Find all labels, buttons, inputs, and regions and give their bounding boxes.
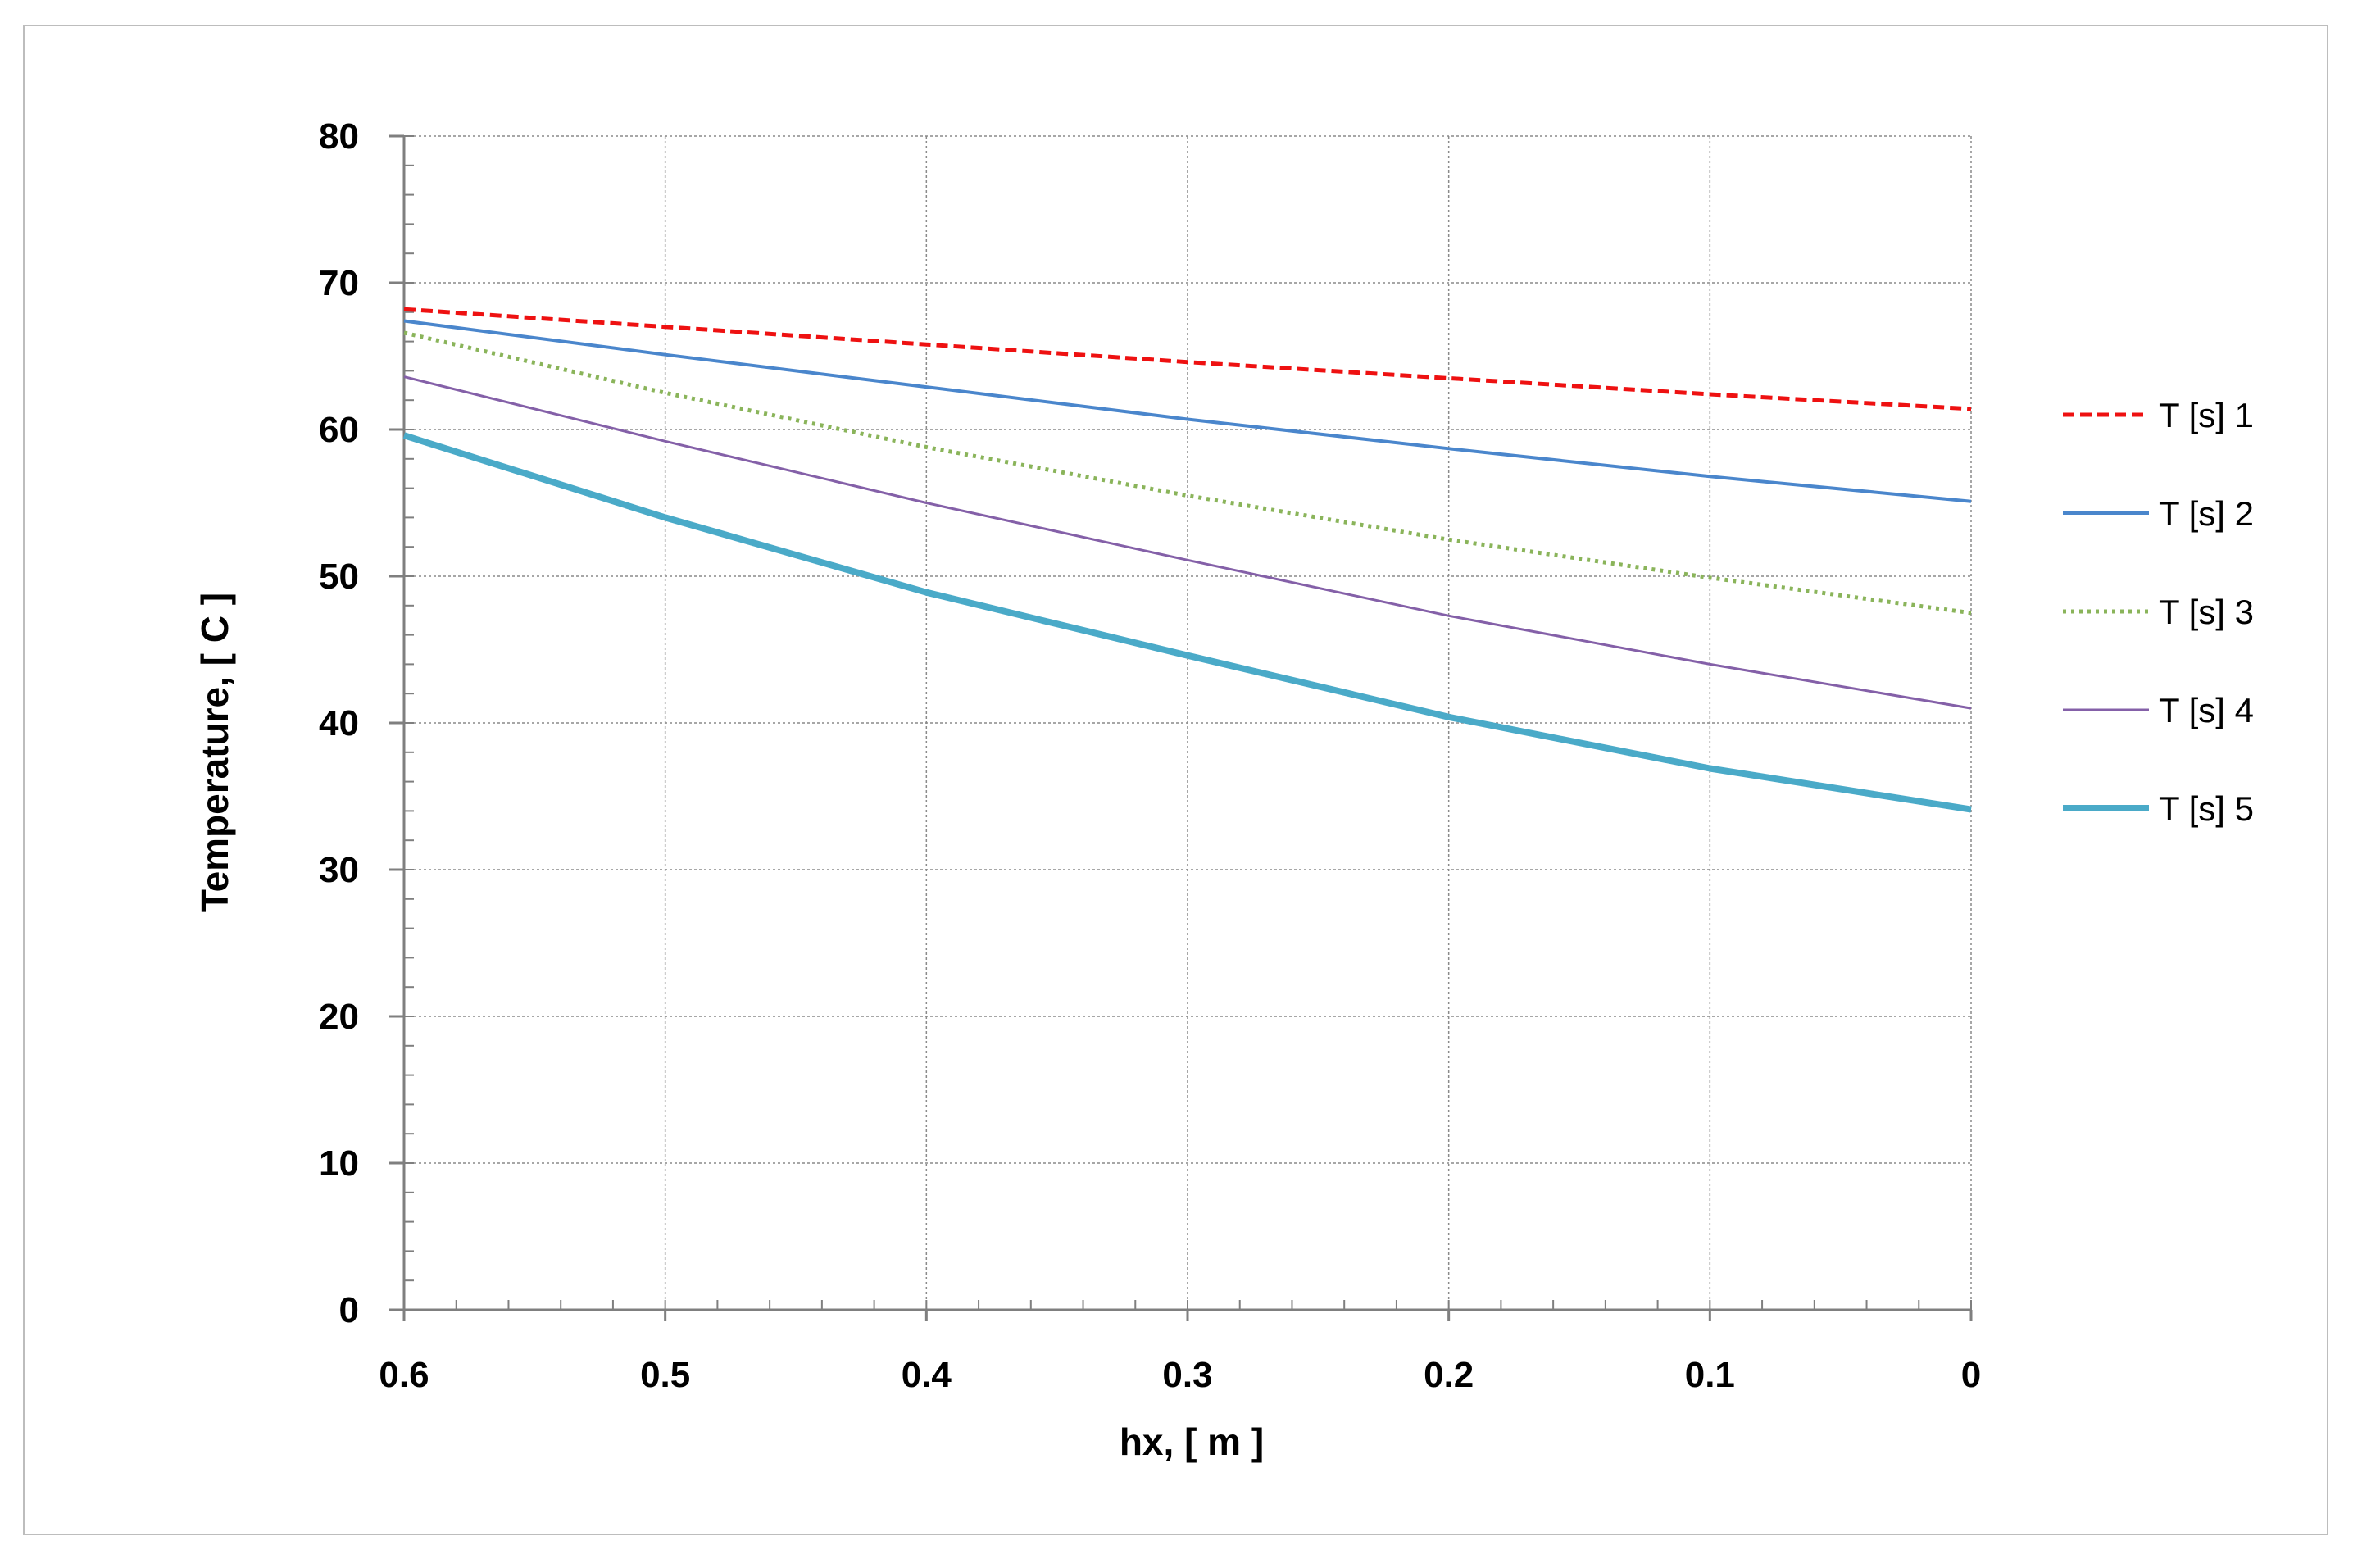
data-point-s3 — [665, 392, 666, 393]
grid-layer — [404, 135, 1972, 1310]
y-tick-label: 60 — [319, 410, 359, 450]
legend-label-4: T [s] 4 — [2159, 691, 2254, 729]
y-tick-label: 30 — [319, 850, 359, 890]
x-axis-title: hx, [ m ] — [1120, 1420, 1264, 1463]
data-point-s1 — [925, 343, 927, 345]
y-tick-label: 10 — [319, 1143, 359, 1184]
series-line-1 — [403, 307, 1972, 411]
data-point-s1 — [1709, 393, 1710, 395]
labels-layer: 0 10 20 30 40 50 60 70 80 0.6 0.5 0.4 0.3 0.2 0.1 0 — [319, 116, 1981, 1395]
data-point-s4 — [665, 440, 666, 442]
y-tick-label: 50 — [319, 557, 359, 597]
x-tick-label: 0 — [1961, 1355, 1981, 1395]
data-point-s1 — [1970, 408, 1972, 410]
series-line-2 — [403, 319, 1972, 503]
series-line-4 — [403, 375, 1972, 710]
legend-label-5: T [s] 5 — [2159, 789, 2254, 828]
data-point-s5 — [403, 434, 405, 436]
data-point-s2 — [403, 320, 405, 322]
data-point-s1 — [1448, 377, 1450, 379]
chart-frame: 0 10 20 30 40 50 60 70 80 0.6 0.5 0.4 0.3 0.2 0.1 0 T [… — [23, 25, 2328, 1535]
legend-label-3: T [s] 3 — [2159, 593, 2254, 631]
data-point-s3 — [1448, 539, 1450, 540]
y-tick-label: 70 — [319, 263, 359, 303]
series-line-3 — [403, 330, 1972, 616]
data-point-s4 — [1187, 559, 1188, 561]
data-point-s4 — [925, 502, 927, 504]
data-point-s2 — [925, 386, 927, 388]
data-point-s2 — [1187, 418, 1188, 420]
data-point-s1 — [665, 326, 666, 328]
data-point-s3 — [1187, 495, 1188, 497]
x-tick-label: 0.1 — [1685, 1355, 1735, 1395]
line-chart: 0 10 20 30 40 50 60 70 80 0.6 0.5 0.4 0.3 0.2 0.1 0 T [… — [193, 116, 2254, 1463]
y-tick-label: 20 — [319, 997, 359, 1037]
data-point-s4 — [1448, 615, 1450, 616]
data-point-s5 — [1970, 809, 1972, 811]
data-point-s2 — [665, 354, 666, 356]
y-tick-label: 40 — [319, 703, 359, 743]
series-line-5 — [402, 432, 1972, 813]
data-point-s4 — [403, 376, 405, 378]
y-tick-label: 0 — [339, 1290, 359, 1330]
data-point-s2 — [1448, 448, 1450, 449]
data-point-s4 — [1709, 663, 1710, 665]
data-point-s1 — [403, 308, 405, 310]
data-point-s2 — [1709, 475, 1710, 477]
axes-layer — [389, 134, 1973, 1321]
y-tick-label: 80 — [319, 116, 359, 157]
data-point-s5 — [925, 592, 927, 593]
data-point-s1 — [1187, 361, 1188, 363]
y-axis-title: Temperature, [ C ] — [193, 593, 236, 912]
data-point-s3 — [925, 446, 927, 448]
data-point-s3 — [1970, 612, 1972, 614]
legend-label-1: T [s] 1 — [2159, 396, 2254, 434]
x-tick-label: 0.6 — [379, 1355, 429, 1395]
x-tick-label: 0.5 — [640, 1355, 690, 1395]
data-point-s4 — [1970, 707, 1972, 709]
data-point-s3 — [403, 332, 405, 334]
data-point-s5 — [1187, 655, 1188, 657]
legend-label-2: T [s] 2 — [2159, 494, 2254, 533]
x-tick-label: 0.4 — [902, 1355, 952, 1395]
legend: T [s] 1 T [s] 2 T [s] 3 T [s] 4 T [s] 5 — [2063, 396, 2254, 828]
data-point-s5 — [1448, 716, 1450, 718]
x-tick-label: 0.3 — [1162, 1355, 1212, 1395]
data-point-s2 — [1970, 501, 1972, 502]
data-point-s5 — [665, 516, 666, 518]
series-layer — [402, 307, 1972, 813]
data-point-s5 — [1709, 767, 1710, 769]
x-tick-label: 0.2 — [1424, 1355, 1474, 1395]
data-point-s3 — [1709, 577, 1710, 579]
